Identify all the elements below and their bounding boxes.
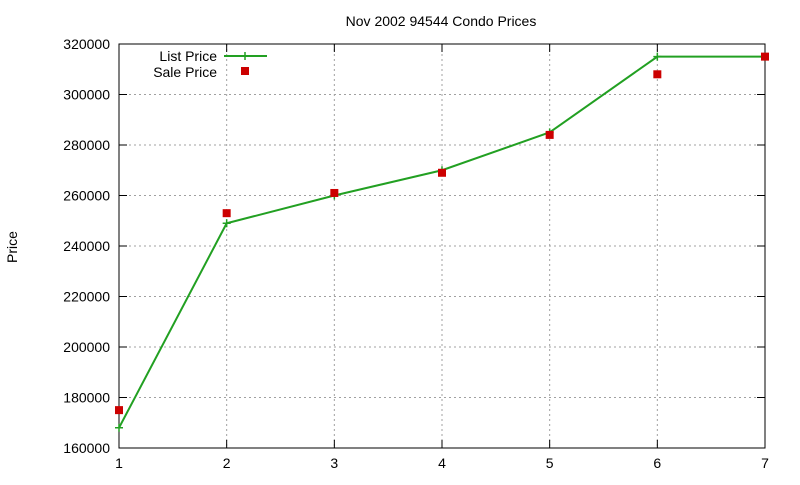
x-tick-label: 5: [546, 455, 554, 471]
x-tick-label: 7: [761, 455, 769, 471]
sale-price-point: [438, 168, 446, 177]
list-price-point: [222, 219, 231, 228]
sale-price-point: [222, 209, 231, 218]
legend-label-sale-price: Sale Price: [153, 64, 217, 80]
list-price-point: [653, 52, 662, 61]
legend-swatch-sale-price: [241, 67, 249, 75]
x-tick-label: 2: [223, 455, 231, 471]
sale-price-point: [330, 188, 339, 197]
y-tick-label: 300000: [63, 87, 110, 103]
x-tick-label: 4: [438, 455, 446, 471]
sale-price-point: [653, 70, 662, 79]
sale-price-point: [545, 130, 554, 139]
legend: List Price Sale Price: [153, 48, 267, 80]
legend-label-list-price: List Price: [159, 48, 217, 64]
x-tick-label: 6: [653, 455, 661, 471]
y-axis-label: Price: [4, 231, 20, 263]
series-layer: [115, 52, 769, 432]
x-tick-label: 1: [115, 455, 123, 471]
grid: [119, 44, 765, 448]
y-tick-label: 240000: [63, 238, 110, 254]
x-tick-label: 3: [330, 455, 338, 471]
sale-price-point: [115, 406, 123, 415]
y-tick-label: 260000: [63, 188, 110, 204]
y-tick-label: 160000: [63, 440, 110, 456]
sale-price-point: [761, 52, 769, 61]
y-tick-label: 180000: [63, 390, 110, 406]
list-price-point: [115, 423, 123, 432]
y-tick-label: 220000: [63, 289, 110, 305]
y-tick-label: 200000: [63, 339, 110, 355]
axis-ticks: 1 2 3 4 5 6 7 160000 180000 200000 220000 240000 260…: [63, 36, 769, 471]
y-tick-label: 280000: [63, 137, 110, 153]
y-tick-label: 320000: [63, 36, 110, 52]
legend-marker-list-price: [241, 52, 249, 60]
chart-title: Nov 2002 94544 Condo Prices: [346, 13, 537, 29]
